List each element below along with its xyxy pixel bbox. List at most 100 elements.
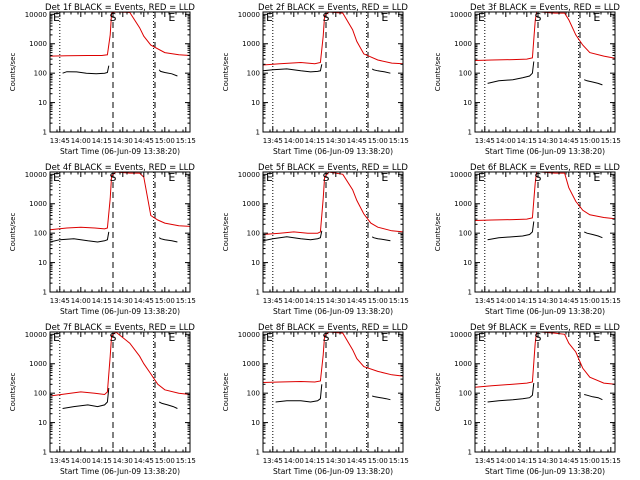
x-tick-label: 14:30	[113, 137, 133, 145]
x-tick-label: 15:00	[580, 457, 600, 465]
y-tick-label: 1000	[454, 200, 472, 208]
x-tick-label: 13:45	[50, 137, 70, 145]
y-tick-label: 10000	[450, 11, 472, 19]
x-tick-label: 15:00	[155, 457, 175, 465]
segment-marker-label: E	[478, 331, 485, 344]
x-tick-label: 14:30	[538, 137, 558, 145]
x-tick-label: 14:00	[496, 457, 516, 465]
y-tick-label: 10000	[238, 331, 260, 339]
x-tick-label: 14:00	[284, 137, 304, 145]
x-tick-label: 15:15	[176, 457, 196, 465]
x-axis-label: Start Time (06-Jun-09 13:38:20)	[60, 467, 180, 476]
plot-frame	[262, 331, 404, 453]
segment-marker-label: S	[535, 171, 542, 184]
x-tick-label: 14:45	[559, 297, 579, 305]
x-tick-label: 14:30	[113, 297, 133, 305]
segment-marker-label: E	[593, 11, 600, 24]
segment-marker-label: E	[266, 11, 273, 24]
events-series-line	[62, 65, 110, 75]
segment-marker-label: S	[110, 171, 117, 184]
x-tick-label: 13:45	[263, 457, 283, 465]
y-tick-label: 10	[38, 99, 47, 107]
events-series-line	[158, 237, 178, 243]
x-tick-label: 14:00	[71, 297, 91, 305]
segment-marker-label: E	[168, 171, 175, 184]
y-tick-label: 1000	[454, 360, 472, 368]
events-series-line	[158, 401, 178, 409]
y-tick-label: 10000	[25, 331, 47, 339]
y-tick-label: 10000	[450, 171, 472, 179]
y-tick-label: 100	[247, 70, 260, 78]
x-tick-label: 14:15	[92, 137, 112, 145]
x-tick-label: 15:15	[389, 297, 409, 305]
y-tick-label: 1000	[242, 360, 260, 368]
segment-marker-label: E	[381, 11, 388, 24]
x-tick-label: 14:30	[326, 457, 346, 465]
events-series-line	[158, 69, 178, 77]
detector-panel-4: Det 4f BLACK = Events, RED = LLD Counts/s…	[9, 163, 196, 316]
y-tick-label: 1	[468, 449, 472, 457]
x-tick-label: 14:15	[517, 297, 537, 305]
events-series-line	[487, 221, 535, 241]
events-series-line	[487, 61, 535, 84]
x-axis-label: Start Time (06-Jun-09 13:38:20)	[273, 147, 393, 156]
y-tick-label: 1	[43, 449, 47, 457]
y-tick-label: 10000	[450, 331, 472, 339]
x-tick-label: 13:45	[50, 297, 70, 305]
y-tick-label: 1000	[242, 200, 260, 208]
y-tick-label: 1	[256, 449, 260, 457]
segment-marker-label: E	[478, 11, 485, 24]
x-tick-label: 15:00	[580, 297, 600, 305]
panel-title: Det 4f BLACK = Events, RED = LLD	[45, 163, 195, 173]
x-tick-label: 14:45	[134, 457, 154, 465]
segment-marker-label: E	[478, 171, 485, 184]
x-tick-label: 15:00	[368, 297, 388, 305]
events-series-line	[371, 236, 391, 242]
y-tick-label: 10	[463, 99, 472, 107]
detector-panel-6: Det 6f BLACK = Events, RED = LLD Counts/s…	[434, 163, 621, 316]
panel-title: Det 9f BLACK = Events, RED = LLD	[470, 323, 620, 333]
x-tick-label: 13:45	[50, 457, 70, 465]
y-tick-label: 100	[459, 230, 472, 238]
y-tick-label: 1000	[29, 200, 47, 208]
y-tick-label: 10	[251, 419, 260, 427]
x-tick-label: 14:15	[517, 137, 537, 145]
x-tick-label: 15:15	[601, 297, 621, 305]
segment-marker-label: S	[323, 171, 330, 184]
y-axis-label: Counts/sec	[9, 373, 17, 412]
plot-frame	[474, 331, 616, 453]
segment-marker-label: S	[110, 11, 117, 24]
x-tick-label: 14:30	[538, 457, 558, 465]
x-tick-label: 15:15	[601, 137, 621, 145]
plot-frame	[49, 171, 191, 293]
x-axis-label: Start Time (06-Jun-09 13:38:20)	[485, 467, 605, 476]
x-tick-label: 15:15	[389, 137, 409, 145]
x-tick-label: 14:00	[496, 137, 516, 145]
segment-marker-label: E	[53, 171, 60, 184]
detector-panel-3: Det 3f BLACK = Events, RED = LLD Counts/s…	[434, 3, 621, 156]
y-tick-label: 1	[468, 289, 472, 297]
x-tick-label: 14:30	[326, 137, 346, 145]
segment-marker-label: E	[266, 331, 273, 344]
segment-marker-label: E	[381, 171, 388, 184]
y-axis-label: Counts/sec	[434, 373, 442, 412]
segment-marker-label: E	[168, 11, 175, 24]
y-tick-label: 100	[247, 390, 260, 398]
x-tick-label: 14:15	[92, 297, 112, 305]
x-tick-label: 15:15	[176, 297, 196, 305]
panel-title: Det 6f BLACK = Events, RED = LLD	[470, 163, 620, 173]
x-tick-label: 14:15	[517, 457, 537, 465]
detector-panel-7: Det 7f BLACK = Events, RED = LLD Counts/s…	[9, 323, 196, 476]
y-tick-label: 10	[463, 419, 472, 427]
x-tick-label: 15:00	[368, 457, 388, 465]
plot-frame	[474, 11, 616, 133]
segment-marker-label: E	[593, 331, 600, 344]
x-tick-label: 13:45	[475, 137, 495, 145]
y-axis-label: Counts/sec	[434, 53, 442, 92]
segment-marker-label: E	[381, 331, 388, 344]
x-tick-label: 14:00	[284, 457, 304, 465]
x-axis-label: Start Time (06-Jun-09 13:38:20)	[485, 147, 605, 156]
events-series-line	[372, 395, 391, 401]
x-tick-label: 14:45	[134, 297, 154, 305]
y-tick-label: 1	[43, 129, 47, 137]
